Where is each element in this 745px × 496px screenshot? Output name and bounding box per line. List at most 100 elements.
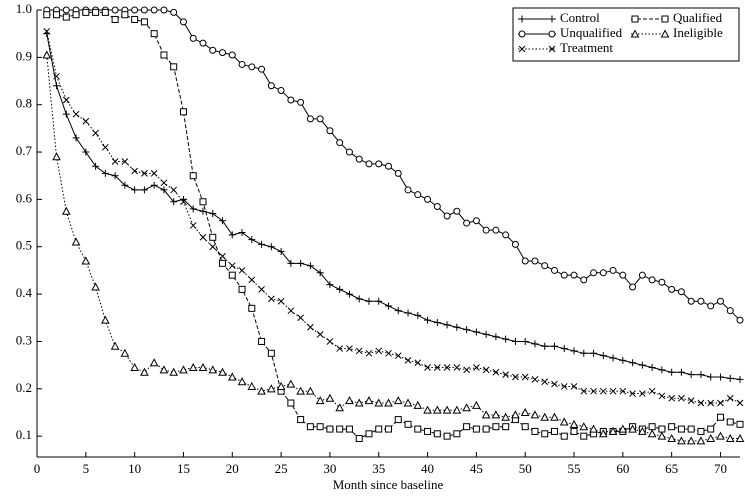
marker xyxy=(580,432,588,440)
marker xyxy=(219,259,227,267)
marker xyxy=(336,345,344,352)
legend-label: Qualified xyxy=(673,10,723,25)
marker xyxy=(589,424,598,433)
marker xyxy=(316,331,324,338)
marker xyxy=(238,285,246,293)
marker xyxy=(706,433,716,443)
marker xyxy=(248,304,256,312)
marker xyxy=(696,436,706,445)
marker xyxy=(687,397,695,405)
marker xyxy=(140,6,148,14)
marker xyxy=(209,243,217,251)
marker xyxy=(354,398,364,407)
y-tick-label: 0.8 xyxy=(16,96,32,111)
marker xyxy=(92,129,99,137)
marker xyxy=(266,384,276,393)
marker xyxy=(140,186,148,194)
marker xyxy=(53,82,61,90)
marker xyxy=(657,431,667,440)
marker xyxy=(385,302,392,310)
marker xyxy=(170,186,178,194)
x-tick-label: 50 xyxy=(519,461,532,476)
marker xyxy=(335,403,345,412)
marker xyxy=(531,427,539,435)
marker xyxy=(424,195,432,203)
marker xyxy=(668,423,676,431)
marker xyxy=(385,349,392,357)
marker xyxy=(501,412,511,421)
marker xyxy=(492,423,500,431)
marker xyxy=(218,367,227,376)
marker xyxy=(170,8,178,16)
marker xyxy=(443,364,451,371)
marker xyxy=(199,198,207,206)
marker xyxy=(355,155,363,163)
marker xyxy=(150,170,158,177)
marker xyxy=(432,405,442,414)
marker xyxy=(150,181,158,189)
marker xyxy=(198,362,208,372)
marker xyxy=(345,425,353,433)
marker xyxy=(511,410,520,419)
marker xyxy=(735,433,745,443)
y-tick-label: 1.0 xyxy=(16,1,32,16)
legend-label: Unqualified xyxy=(560,25,623,40)
marker xyxy=(433,203,441,211)
x-tick-label: 70 xyxy=(714,461,727,476)
marker xyxy=(482,366,490,374)
marker xyxy=(189,34,197,42)
marker xyxy=(472,328,480,336)
marker xyxy=(375,425,383,433)
marker xyxy=(72,134,80,142)
x-tick-label: 65 xyxy=(665,461,678,476)
marker xyxy=(375,347,383,355)
marker xyxy=(599,387,607,395)
marker xyxy=(82,8,90,16)
marker xyxy=(91,282,100,291)
marker xyxy=(365,160,373,168)
marker xyxy=(287,307,295,315)
series xyxy=(43,30,744,383)
marker xyxy=(111,15,119,23)
marker xyxy=(336,425,344,433)
marker xyxy=(375,160,383,168)
marker xyxy=(472,400,481,409)
marker xyxy=(297,98,305,106)
marker xyxy=(658,278,666,286)
marker xyxy=(131,186,139,194)
marker xyxy=(375,297,383,305)
marker xyxy=(336,285,344,293)
marker xyxy=(521,337,529,345)
marker xyxy=(530,410,540,419)
marker xyxy=(424,427,432,435)
marker xyxy=(179,18,187,26)
marker xyxy=(548,45,556,53)
marker xyxy=(481,410,491,419)
marker xyxy=(531,257,539,265)
marker xyxy=(590,349,598,357)
marker xyxy=(550,266,558,274)
marker xyxy=(62,110,70,118)
marker xyxy=(345,148,353,156)
marker xyxy=(189,222,197,229)
marker xyxy=(384,398,393,407)
marker xyxy=(209,210,217,218)
marker xyxy=(660,29,670,38)
marker xyxy=(404,186,412,194)
marker xyxy=(550,342,558,350)
marker xyxy=(101,169,109,177)
marker xyxy=(42,50,52,59)
marker xyxy=(590,269,598,277)
marker xyxy=(511,240,519,248)
marker xyxy=(609,387,617,395)
marker xyxy=(141,170,148,177)
marker xyxy=(326,281,334,289)
marker xyxy=(423,405,432,414)
marker xyxy=(238,267,246,274)
marker xyxy=(326,127,334,135)
marker xyxy=(267,295,275,303)
marker xyxy=(101,315,110,324)
marker xyxy=(541,262,549,270)
marker xyxy=(520,407,530,416)
